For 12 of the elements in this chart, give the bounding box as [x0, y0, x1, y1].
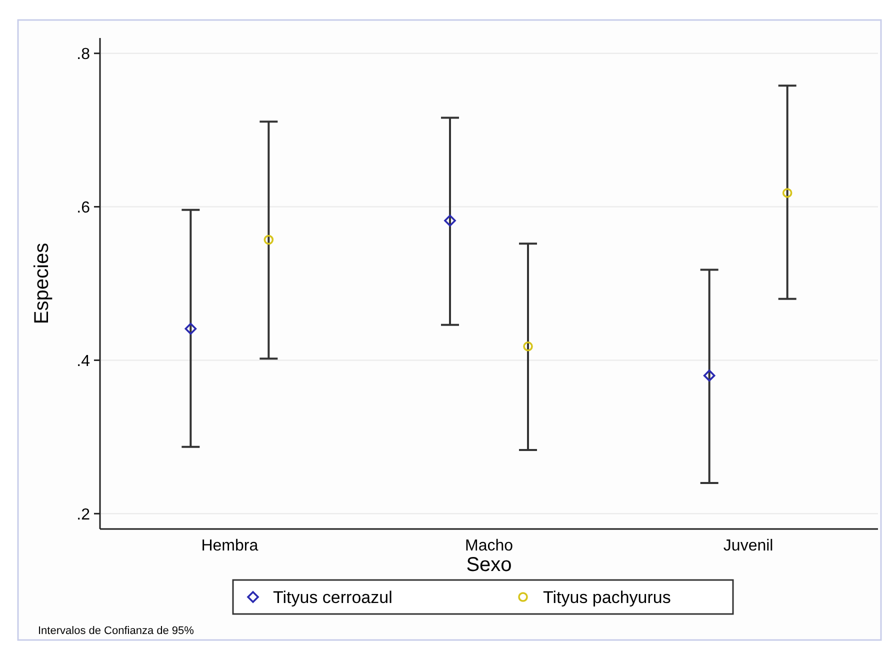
y-tick-label: .4	[76, 352, 90, 370]
legend-label: Tityus cerroazul	[273, 588, 392, 607]
x-tick-label: Hembra	[201, 538, 258, 555]
text: Intervalos de Confianza de 95%	[38, 625, 194, 637]
legend-label: Tityus pachyurus	[543, 588, 671, 607]
x-tick-label: Macho	[464, 538, 514, 555]
x-axis-title: Sexo	[466, 554, 512, 576]
y-tick-label: .2	[76, 506, 90, 524]
y-tick-label: .8	[76, 46, 90, 63]
y-tick-label: .6	[76, 199, 90, 216]
y-axis-title: Especies	[31, 242, 53, 324]
x-tick-label: Juvenil	[723, 538, 774, 555]
